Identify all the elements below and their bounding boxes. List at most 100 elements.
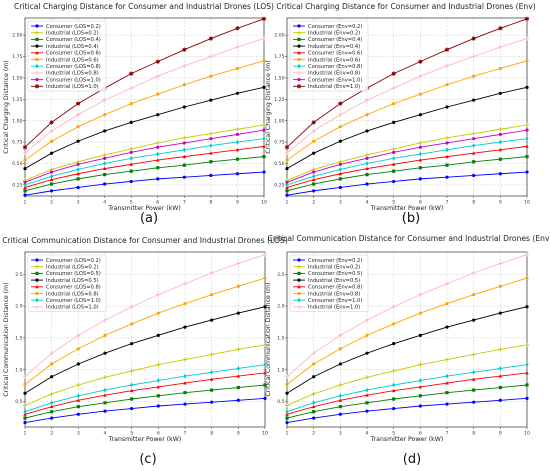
data-point — [365, 351, 369, 355]
data-point — [23, 420, 27, 425]
data-point — [236, 261, 241, 266]
data-point — [418, 145, 422, 149]
data-point — [338, 362, 342, 366]
data-point — [498, 66, 502, 71]
data-point — [312, 416, 316, 420]
series-line — [286, 171, 528, 196]
data-point — [210, 369, 214, 375]
legend-marker — [35, 50, 39, 55]
legend-marker — [297, 297, 301, 303]
data-point — [472, 318, 476, 322]
data-point — [312, 362, 316, 366]
series-line — [24, 124, 265, 182]
data-point — [49, 182, 54, 186]
data-point — [49, 351, 54, 356]
legend-marker — [35, 63, 39, 69]
data-point — [103, 156, 107, 160]
x-tick-label: 4 — [104, 431, 107, 437]
legend-label: Consumer (LOS=1.0) — [46, 298, 101, 304]
data-point — [472, 369, 476, 375]
legend-label: Consumer (LOS=0.5) — [46, 271, 101, 277]
legend-label: Industrial (LOS=1.0) — [46, 305, 99, 311]
series-1 — [23, 170, 266, 197]
series-2 — [22, 122, 267, 183]
legend-label: Consumer (LOS=0.4) — [46, 37, 101, 43]
x-tick-label: 6 — [157, 431, 160, 437]
data-point — [365, 173, 369, 177]
data-point — [76, 125, 80, 129]
x-axis-label: Transmitter Power (kW) — [370, 436, 443, 443]
y-tick-label: 2.0 — [15, 304, 22, 310]
data-point — [365, 129, 369, 133]
data-point — [262, 144, 266, 148]
data-point — [210, 293, 214, 297]
data-point — [182, 83, 186, 87]
series-line — [24, 306, 266, 394]
y-tick-label: 2.5 — [277, 272, 284, 278]
data-point — [103, 129, 107, 133]
data-point — [444, 47, 450, 52]
legend-marker — [297, 291, 301, 296]
series-5 — [23, 370, 267, 416]
x-tick-label: 6 — [419, 431, 422, 437]
legend-marker — [297, 271, 301, 275]
data-point — [49, 128, 54, 134]
data-point — [392, 322, 396, 326]
data-point — [182, 105, 186, 109]
x-tick-label: 9 — [237, 431, 240, 437]
data-point — [365, 387, 369, 393]
data-point — [365, 166, 369, 171]
data-point — [418, 158, 423, 162]
chart-title: Critical Charging Distance for Consumer … — [276, 2, 535, 11]
x-axis-label: Transmitter Power (kW) — [107, 205, 180, 212]
x-tick-label: 7 — [446, 431, 449, 437]
x-tick-label: 2 — [312, 431, 315, 437]
series-line — [24, 384, 266, 419]
legend-marker — [35, 284, 39, 289]
legend-label: Industrial (LOS=0.6) — [46, 57, 99, 63]
series-line — [286, 38, 528, 154]
legend-marker — [297, 44, 301, 48]
data-point — [498, 91, 502, 95]
data-point — [235, 172, 240, 176]
legend-label: Consumer (Env=0.2) — [308, 24, 362, 30]
data-point — [23, 167, 27, 171]
data-point — [365, 333, 369, 337]
series-7 — [23, 362, 267, 415]
data-point — [418, 59, 423, 64]
data-point — [284, 374, 290, 379]
legend-marker — [35, 78, 39, 82]
data-point — [445, 163, 449, 167]
data-point — [236, 284, 240, 288]
series-6 — [285, 276, 529, 386]
legend-label: Industrial (Env=1.0) — [308, 84, 360, 90]
data-point — [472, 143, 476, 148]
legend-label: Industrial (LOS=0.4) — [46, 44, 99, 50]
data-point — [102, 98, 107, 103]
legend-label: Consumer (Env=0.4) — [308, 37, 362, 43]
data-point — [49, 151, 54, 155]
legend-label: Consumer (Env=0.8) — [308, 285, 362, 291]
data-point — [23, 158, 27, 162]
series-1 — [23, 396, 267, 425]
data-point — [498, 147, 503, 152]
data-point — [524, 16, 530, 21]
data-point — [418, 113, 422, 117]
series-line — [24, 38, 265, 154]
y-tick-label: 1.00 — [274, 118, 284, 124]
data-point — [103, 393, 107, 397]
series-3 — [285, 383, 529, 420]
y-tick-label: 0.25 — [12, 182, 22, 188]
legend-marker — [297, 278, 301, 282]
plot-frame — [286, 251, 528, 428]
data-point — [261, 36, 267, 41]
data-point — [391, 71, 396, 76]
data-point — [236, 311, 240, 315]
data-point — [22, 151, 28, 156]
y-tick-label: 2.0 — [277, 304, 284, 310]
data-point — [392, 406, 396, 411]
data-point — [76, 101, 81, 106]
data-point — [182, 175, 186, 179]
data-point — [49, 170, 54, 174]
x-tick-label: 8 — [472, 200, 475, 206]
